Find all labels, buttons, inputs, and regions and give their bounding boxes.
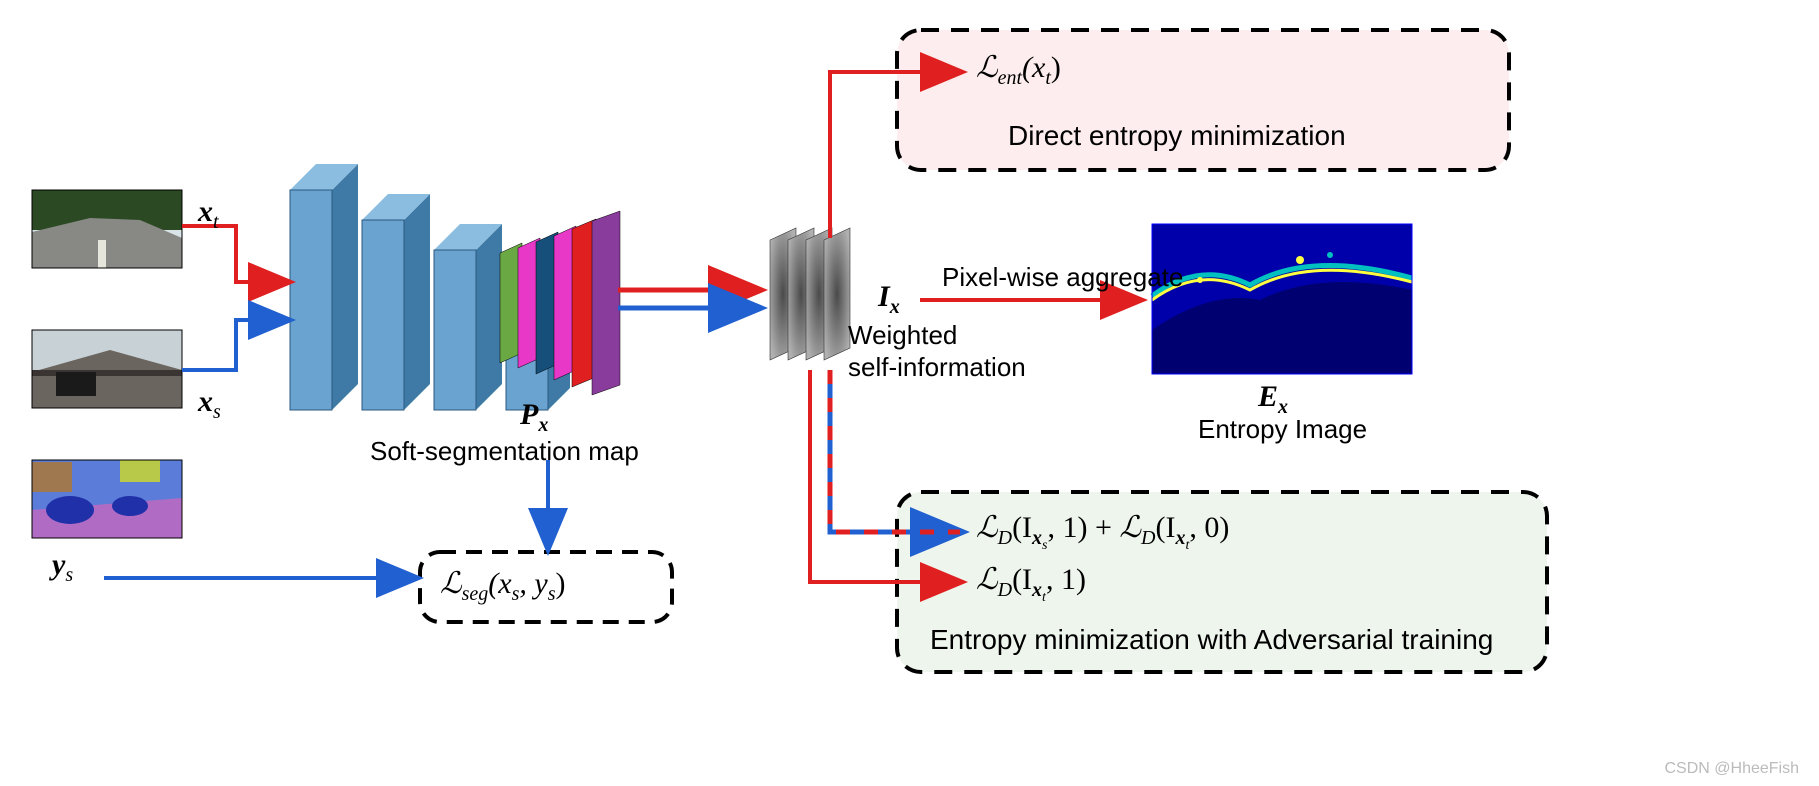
formula-adv-line1: ℒD(Ixs, 1) + ℒD(Ixt, 0) [976,510,1229,554]
caption-selfinfo1: Weighted [848,320,957,351]
softseg-planes [500,211,620,395]
diagram-canvas [0,0,1819,786]
formula-seg-loss: ℒseg(xs, ys) [440,566,566,606]
caption-entropy-image: Entropy Image [1198,414,1367,445]
watermark: CSDN @HheeFish [1665,760,1800,778]
formula-direct-entropy: ℒent(xt) [976,50,1061,90]
label-xs: xs [198,385,221,424]
source-gt-image [32,460,182,538]
source-image [32,330,182,408]
label-ys: ys [52,548,73,587]
entropy-image [1152,224,1412,374]
label-px: Px [520,398,548,437]
arrow-xt-cnn [182,226,288,282]
caption-direct-entropy: Direct entropy minimization [1008,120,1346,152]
caption-softseg: Soft-segmentation map [370,436,639,467]
label-xt: xt [198,195,219,234]
caption-selfinfo2: self-information [848,352,1026,383]
label-pixel-aggregate: Pixel-wise aggregate [942,262,1183,293]
selfinfo-planes [770,228,850,360]
target-image [32,190,182,268]
caption-adversarial: Entropy minimization with Adversarial tr… [930,624,1493,656]
label-ix: Ix [878,280,900,319]
formula-adv-line2: ℒD(Ixt, 1) [976,562,1086,606]
arrow-xs-cnn [182,320,288,370]
